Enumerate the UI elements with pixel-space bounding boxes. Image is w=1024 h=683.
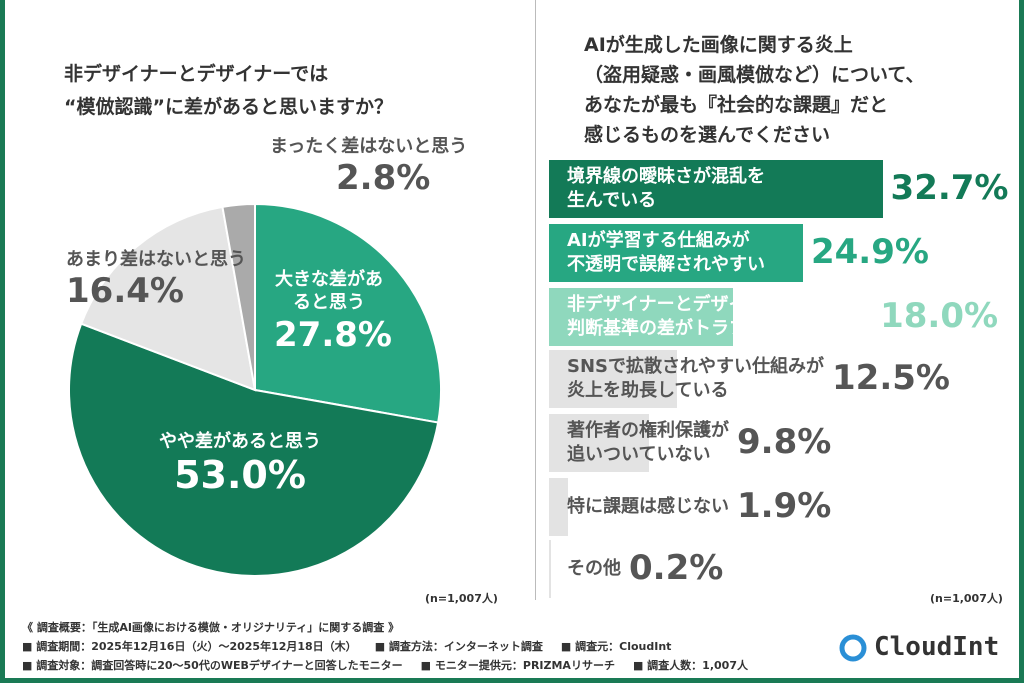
logo-text: CloudInt [874, 632, 1000, 662]
bar-label: 非デザイナーとデザイナーの 判断基準の差がトラブルを生んでいる [567, 293, 873, 339]
bar [549, 414, 649, 472]
bar-label: SNSで拡散されやすい仕組みが 炎上を助長している [567, 355, 824, 401]
survey-count: ■ 調査人数：1,007人 [632, 659, 748, 672]
logo-ring-icon [839, 634, 867, 662]
survey-target: ■ 調査対象：調査回答時に20～50代のWEBデザイナーと回答したモニター [22, 659, 403, 672]
bar-label: AIが学習する仕組みが 不透明で誤解されやすい [567, 229, 765, 275]
bar-row: AIが学習する仕組みが 不透明で誤解されやすい 24.9% [549, 224, 1009, 282]
frame-left [0, 0, 5, 683]
slice-1-text: 大きな差があると思う [275, 269, 383, 314]
survey-provider: ■ モニター提供元：PRIZMAリサーチ [420, 659, 615, 672]
survey-summary: 《 調査概要：「生成AI画像における模倣・オリジナリティ」に関する調査 》 [22, 621, 400, 634]
bar-value: 1.9% [737, 486, 832, 526]
bar [549, 224, 803, 282]
survey-period: ■ 調査期間：2025年12月16日（火）～2025年12月18日（木） [22, 640, 357, 653]
slice-3-text: あまり差はないと思う [66, 249, 246, 270]
bar-title: AIが生成した画像に関する炎上 （盗用疑惑・画風模倣など）について、 あなたが最… [584, 34, 925, 146]
pie-slice-2 [68, 322, 440, 577]
bar [549, 288, 733, 346]
divider [535, 0, 536, 600]
bar-value: 24.9% [810, 232, 929, 272]
bar-label: 著作者の権利保護が 追いついていない [567, 419, 729, 465]
pie-slice-3 [79, 205, 257, 392]
slice-4-value: 2.8% [336, 158, 431, 199]
pie-label-slice-2: やや差があると思う 53.0% [140, 430, 340, 499]
bar-label: 境界線の曖昧さが混乱を 生んでいる [567, 165, 765, 211]
slice-4-text: まったく差はないと思う [270, 136, 468, 157]
bar-row: その他 0.2% [549, 540, 1009, 598]
pie-sample-note: (n=1,007人) [425, 592, 498, 605]
pie-label-slice-4: まったく差はないと思う 2.8% [270, 135, 467, 199]
bar-value: 12.5% [832, 358, 950, 398]
bar-row: 境界線の曖昧さが混乱を 生んでいる 32.7% [549, 160, 1009, 218]
slice-3-value: 16.4% [66, 271, 184, 312]
frame-bottom [0, 678, 1024, 683]
bar-row: 著作者の権利保護が 追いついていない 9.8% [549, 414, 1009, 472]
bar-row: SNSで拡散されやすい仕組みが 炎上を助長している 12.5% [549, 350, 1009, 408]
bar-value: 18.0% [880, 296, 999, 336]
pie-title: 非デザイナーとデザイナーでは “模倣認識”に差があると思いますか？ [64, 63, 393, 118]
survey-source: ■ 調査元：CloudInt [560, 640, 672, 653]
pie-label-slice-3: あまり差はないと思う 16.4% [66, 248, 251, 312]
bar-sample-note: (n=1,007人) [930, 592, 1003, 605]
pie-label-slice-1: 大きな差があると思う 27.8% [274, 268, 392, 356]
slice-2-text: やや差があると思う [159, 431, 321, 452]
slice-2-value: 53.0% [174, 453, 306, 498]
bar-row: 特に課題は感じない 1.9% [549, 478, 1009, 536]
bar-value: 0.2% [629, 548, 724, 588]
frame-right [1019, 0, 1024, 683]
bar-row: 非デザイナーとデザイナーの 判断基準の差がトラブルを生んでいる 18.0% [549, 288, 1009, 346]
survey-method: ■ 調査方法：インターネット調査 [374, 640, 543, 653]
survey-footer: 《 調査概要：「生成AI画像における模倣・オリジナリティ」に関する調査 》 ■ … [22, 618, 822, 675]
cloudint-logo: CloudInt [838, 632, 999, 663]
pie-slice-1 [254, 202, 442, 424]
bar [549, 160, 883, 218]
bar-value: 32.7% [890, 168, 1009, 208]
pie-chart [68, 202, 442, 577]
bar [549, 350, 677, 408]
bar [549, 540, 552, 598]
bar-label: 特に課題は感じない [567, 495, 729, 517]
bar-label: その他 [567, 557, 621, 579]
slice-1-value: 27.8% [274, 314, 392, 355]
bar [549, 478, 569, 536]
pie-slice-4 [221, 202, 256, 391]
bar-value: 9.8% [737, 422, 832, 462]
